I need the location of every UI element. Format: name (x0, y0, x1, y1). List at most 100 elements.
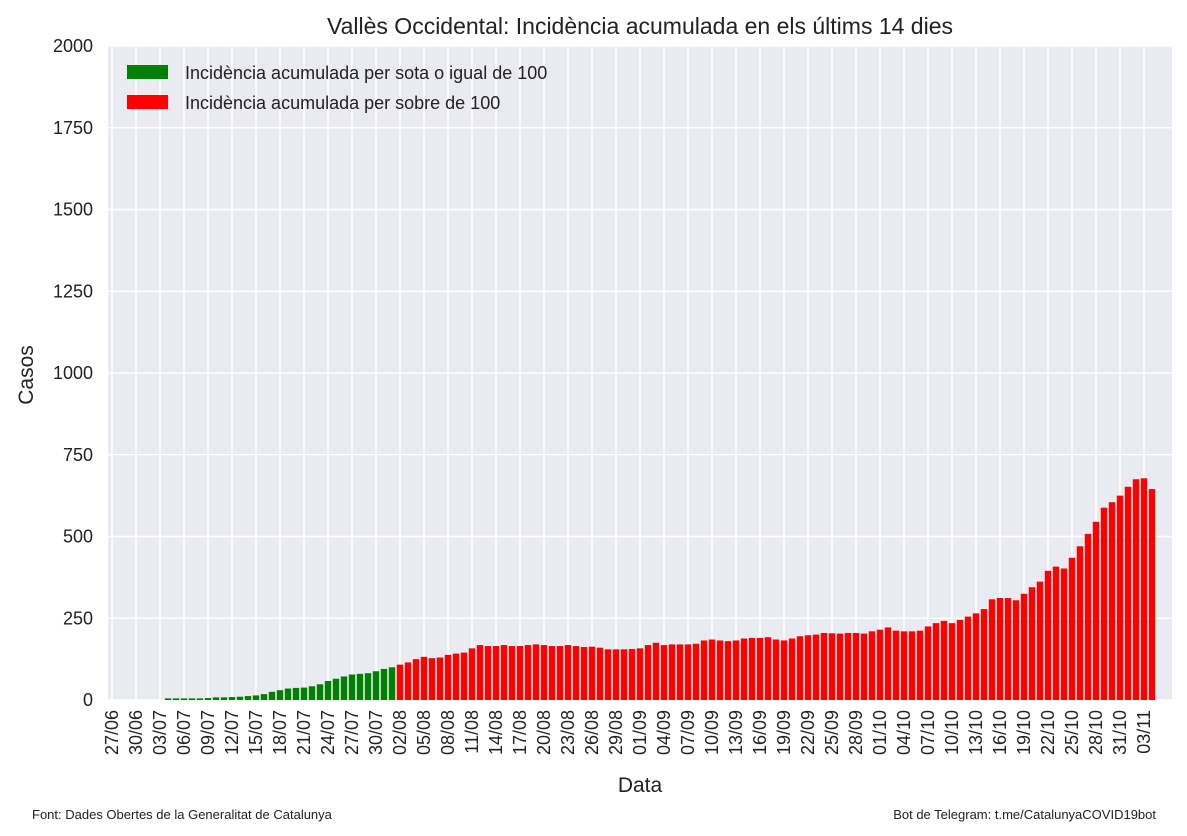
bar (356, 673, 364, 700)
x-tick-label: 16/09 (750, 710, 770, 755)
bar (884, 627, 892, 700)
bar (924, 626, 932, 700)
bar (1020, 593, 1028, 700)
bar (772, 639, 780, 700)
bar (364, 673, 372, 700)
bar (548, 646, 556, 700)
x-tick-label: 23/08 (558, 710, 578, 755)
bar (1060, 568, 1068, 700)
x-tick-label: 14/08 (486, 710, 506, 755)
x-tick-label: 04/10 (894, 710, 914, 755)
bar (300, 687, 308, 700)
bar (748, 637, 756, 700)
bar (732, 640, 740, 700)
x-tick-label: 15/07 (246, 710, 266, 755)
bar (172, 698, 180, 700)
bar (1100, 507, 1108, 700)
x-tick-label: 17/08 (510, 710, 530, 755)
bar (1092, 521, 1100, 700)
bar (716, 640, 724, 700)
bar (1116, 495, 1124, 701)
x-tick-label: 31/10 (1110, 710, 1130, 755)
bar (660, 645, 668, 700)
y-tick-label: 1500 (53, 200, 93, 220)
y-tick-label: 1000 (53, 363, 93, 383)
legend-label-red: Incidència acumulada per sobre de 100 (185, 93, 500, 113)
y-tick-label: 2000 (53, 36, 93, 56)
bar (908, 631, 916, 700)
x-tick-label: 05/08 (414, 710, 434, 755)
bar (756, 637, 764, 700)
bar (484, 646, 492, 700)
bar (668, 644, 676, 700)
x-tick-label: 22/09 (798, 710, 818, 755)
bar (476, 645, 484, 700)
footer-source: Font: Dades Obertes de la Generalitat de… (32, 807, 333, 822)
bar (372, 671, 380, 700)
bar (180, 698, 188, 700)
bars (164, 478, 1156, 701)
x-tick-label: 07/09 (678, 710, 698, 755)
bar (804, 635, 812, 700)
x-tick-label: 11/08 (462, 710, 482, 754)
x-tick-label: 25/09 (822, 710, 842, 755)
bar (900, 631, 908, 700)
bar (1132, 479, 1140, 700)
bar (692, 643, 700, 700)
x-tick-label: 02/08 (390, 710, 410, 755)
bar (268, 691, 276, 700)
bar (604, 649, 612, 700)
bar (916, 630, 924, 700)
x-tick-label: 28/09 (846, 710, 866, 755)
bar (220, 697, 228, 700)
x-tick-label: 27/07 (342, 710, 362, 755)
bar (948, 623, 956, 700)
bar (396, 664, 404, 700)
bar (844, 632, 852, 700)
bar (284, 688, 292, 700)
bar (1028, 587, 1036, 700)
legend-label-green: Incidència acumulada per sota o igual de… (185, 63, 547, 83)
x-tick-label: 20/08 (534, 710, 554, 755)
bar (876, 629, 884, 700)
bar (468, 648, 476, 700)
y-tick-label: 1750 (53, 118, 93, 138)
x-tick-label: 13/09 (726, 710, 746, 755)
bar (1004, 597, 1012, 700)
x-tick-label: 01/10 (870, 710, 890, 755)
bar (164, 698, 172, 700)
bar (980, 609, 988, 700)
bar (540, 645, 548, 700)
x-tick-label: 09/07 (198, 710, 218, 755)
bar (1044, 570, 1052, 700)
bar (492, 646, 500, 700)
bar (1140, 478, 1148, 700)
bar (500, 645, 508, 700)
x-tick-label: 04/09 (654, 710, 674, 755)
bar (636, 648, 644, 700)
bar (708, 639, 716, 700)
bar (1108, 502, 1116, 700)
bar (972, 613, 980, 700)
bar (332, 678, 340, 700)
x-tick-label: 19/09 (774, 710, 794, 755)
bar (812, 634, 820, 700)
bar (212, 697, 220, 700)
bar (516, 646, 524, 700)
y-tick-label: 500 (63, 527, 93, 547)
bar (676, 644, 684, 700)
bar (452, 653, 460, 700)
bar (932, 623, 940, 700)
bar (940, 620, 948, 700)
bar (308, 686, 316, 700)
x-tick-label: 03/11 (1134, 710, 1154, 754)
x-tick-label: 13/10 (966, 710, 986, 755)
bar (868, 631, 876, 700)
bar (316, 684, 324, 700)
bar (1036, 581, 1044, 700)
bar (348, 674, 356, 700)
bar (188, 698, 196, 700)
x-tick-label: 10/09 (702, 710, 722, 755)
x-tick-label: 01/09 (630, 710, 650, 755)
